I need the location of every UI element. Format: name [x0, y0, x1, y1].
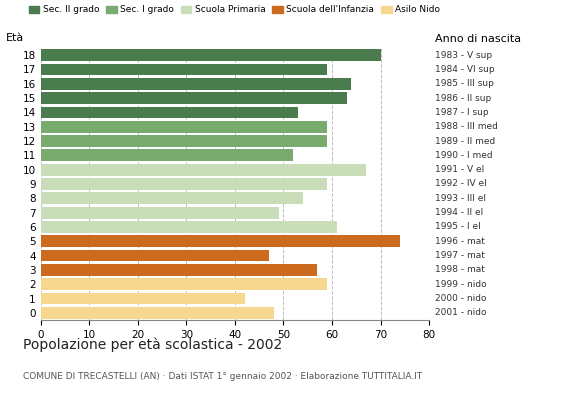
Bar [41, 106, 298, 118]
Bar [41, 64, 327, 75]
Text: 1995 - I el: 1995 - I el [435, 222, 481, 232]
Text: 1992 - IV el: 1992 - IV el [435, 180, 487, 188]
Text: 1998 - mat: 1998 - mat [435, 265, 485, 274]
Text: COMUNE DI TRECASTELLI (AN) · Dati ISTAT 1° gennaio 2002 · Elaborazione TUTTITALI: COMUNE DI TRECASTELLI (AN) · Dati ISTAT … [23, 372, 422, 381]
Text: 1991 - V el: 1991 - V el [435, 165, 484, 174]
Text: 1989 - II med: 1989 - II med [435, 136, 495, 146]
Text: 1983 - V sup: 1983 - V sup [435, 51, 492, 60]
Bar [41, 250, 269, 262]
Text: 1990 - I med: 1990 - I med [435, 151, 492, 160]
Text: 1994 - II el: 1994 - II el [435, 208, 483, 217]
Text: 1987 - I sup: 1987 - I sup [435, 108, 488, 117]
Text: Età: Età [6, 32, 24, 42]
Bar [41, 264, 317, 276]
Bar [41, 49, 380, 61]
Bar [41, 78, 351, 90]
Text: 1984 - VI sup: 1984 - VI sup [435, 65, 495, 74]
Text: 2001 - nido: 2001 - nido [435, 308, 487, 317]
Bar [41, 307, 274, 319]
Bar [41, 150, 293, 161]
Text: 1985 - III sup: 1985 - III sup [435, 79, 494, 88]
Bar [41, 92, 347, 104]
Bar [41, 164, 366, 176]
Text: 1993 - III el: 1993 - III el [435, 194, 486, 203]
Text: Popolazione per età scolastica - 2002: Popolazione per età scolastica - 2002 [23, 338, 282, 352]
Bar [41, 278, 327, 290]
Text: 1999 - nido: 1999 - nido [435, 280, 487, 289]
Text: 2000 - nido: 2000 - nido [435, 294, 487, 303]
Bar [41, 293, 245, 304]
Text: Anno di nascita: Anno di nascita [435, 34, 521, 44]
Bar [41, 207, 278, 218]
Bar [41, 121, 327, 133]
Text: 1997 - mat: 1997 - mat [435, 251, 485, 260]
Bar [41, 135, 327, 147]
Legend: Sec. II grado, Sec. I grado, Scuola Primaria, Scuola dell'Infanzia, Asilo Nido: Sec. II grado, Sec. I grado, Scuola Prim… [28, 4, 441, 15]
Text: 1986 - II sup: 1986 - II sup [435, 94, 491, 103]
Bar [41, 235, 400, 247]
Text: 1988 - III med: 1988 - III med [435, 122, 498, 131]
Bar [41, 178, 327, 190]
Text: 1996 - mat: 1996 - mat [435, 237, 485, 246]
Bar [41, 221, 337, 233]
Bar [41, 192, 303, 204]
